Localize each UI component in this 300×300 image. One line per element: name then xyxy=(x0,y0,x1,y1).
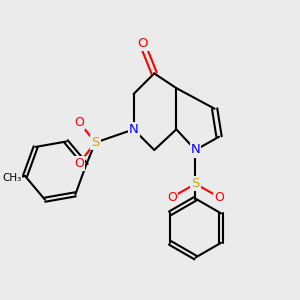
Text: O: O xyxy=(74,157,84,170)
Text: O: O xyxy=(137,38,148,50)
Text: N: N xyxy=(190,143,200,157)
Text: N: N xyxy=(129,123,139,136)
Text: O: O xyxy=(74,116,84,128)
Text: S: S xyxy=(191,177,200,190)
Text: CH₃: CH₃ xyxy=(2,173,22,183)
Text: O: O xyxy=(167,190,177,204)
Text: S: S xyxy=(91,136,100,149)
Text: O: O xyxy=(214,190,224,204)
